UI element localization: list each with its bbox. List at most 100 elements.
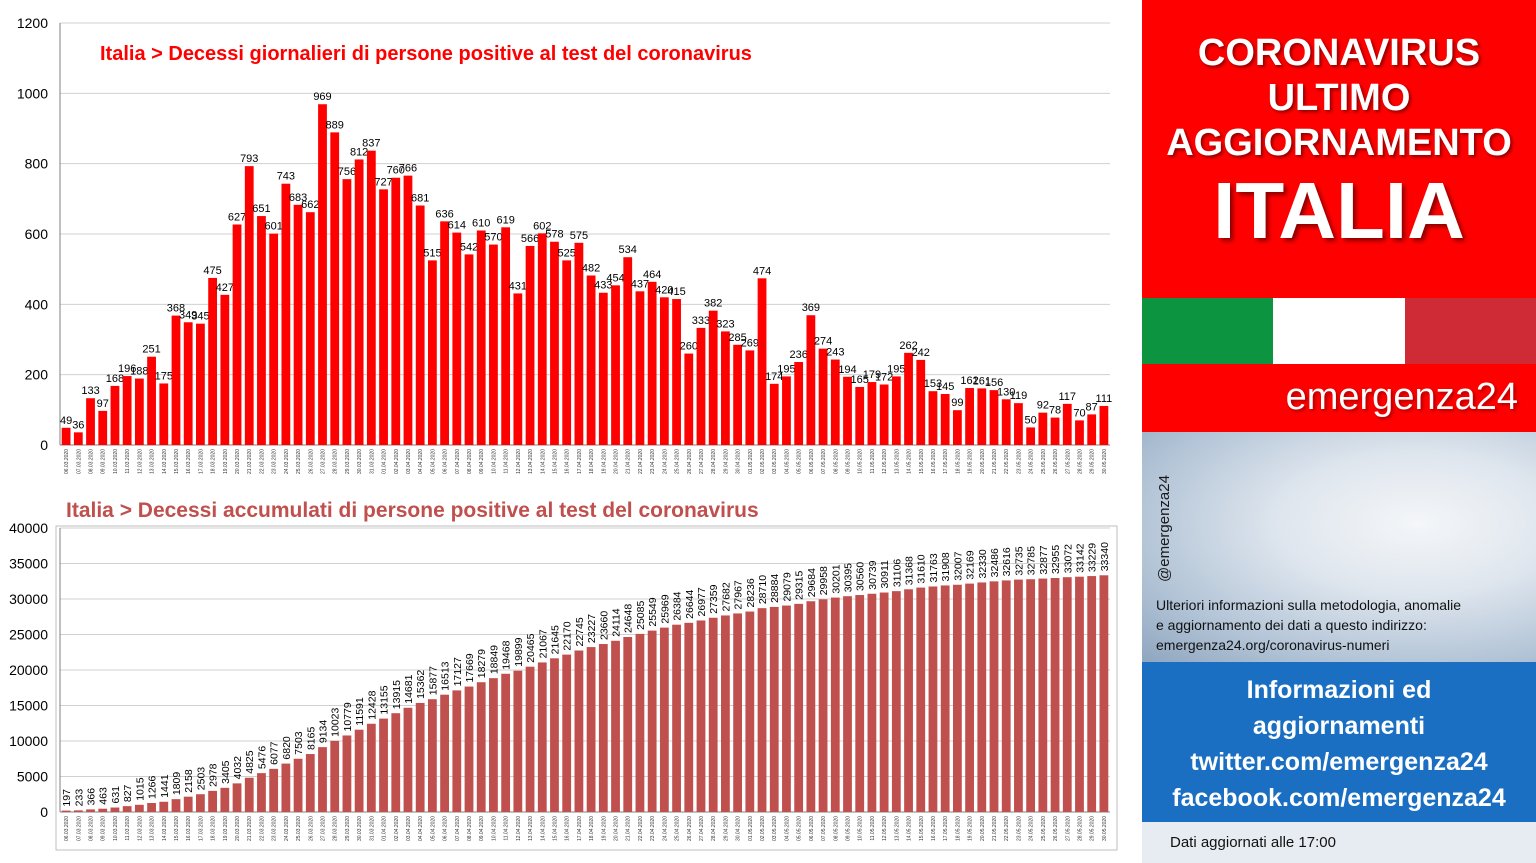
bar [1014, 403, 1023, 445]
bar-value-label: 26977 [696, 587, 708, 616]
bar [1075, 420, 1084, 445]
x-tick-label: 28.03.2020 [333, 816, 339, 841]
bar [122, 806, 132, 812]
bar-value-label: 31106 [891, 559, 903, 588]
bar [110, 385, 120, 445]
y-tick-label: 1200 [17, 15, 48, 31]
bar [257, 773, 266, 812]
info-line-2: e aggiornamento dei dati a questo indiri… [1156, 617, 1427, 633]
x-tick-label: 22.05.2020 [1004, 449, 1010, 474]
bar [525, 245, 535, 445]
twitter-link[interactable]: twitter.com/emergenza24 [1190, 748, 1488, 776]
bar [1026, 579, 1036, 812]
bar [806, 601, 816, 812]
update-footer: Dati aggiornati alle 17:00 [1142, 822, 1536, 863]
x-tick-label: 23.03.2020 [272, 449, 278, 474]
bar-value-label: 174 [765, 371, 783, 383]
x-tick-label: 09.05.2020 [846, 449, 852, 474]
x-tick-label: 15.03.2020 [174, 449, 180, 474]
bar-value-label: 24648 [623, 604, 635, 633]
bar [745, 611, 755, 812]
bar-value-label: 22170 [562, 621, 574, 650]
x-tick-label: 31.03.2020 [369, 449, 375, 474]
x-tick-label: 26.04.2020 [687, 449, 693, 474]
info-link[interactable]: emergenza24.org/coronavirus-numeri [1156, 637, 1390, 653]
bar-value-label: 243 [826, 347, 844, 359]
bar [1026, 427, 1036, 445]
bar [73, 810, 83, 812]
bar [61, 427, 71, 445]
bar [965, 583, 974, 812]
bar [855, 595, 865, 812]
x-tick-label: 21.04.2020 [626, 449, 632, 474]
bar [1038, 412, 1048, 445]
bar [904, 352, 913, 445]
x-tick-label: 07.03.2020 [76, 449, 82, 474]
y-tick-label: 35000 [9, 556, 48, 572]
bar-value-label: 111 [1096, 393, 1113, 405]
x-tick-label: 29.04.2020 [723, 449, 729, 474]
x-tick-label: 24.05.2020 [1029, 816, 1035, 841]
bar [1099, 405, 1109, 445]
bar [635, 291, 645, 445]
bar [635, 633, 645, 812]
bar [916, 587, 926, 812]
bar-value-label: 602 [533, 220, 551, 232]
x-tick-label: 30.04.2020 [736, 449, 742, 474]
x-tick-label: 20.04.2020 [614, 816, 620, 841]
bar [403, 707, 413, 812]
bar-value-label: 195 [777, 363, 795, 375]
bar-value-label: 172 [875, 372, 893, 384]
bar-value-label: 323 [716, 318, 734, 330]
bar-value-label: 30560 [855, 562, 867, 591]
bar [672, 624, 681, 812]
bar [562, 260, 572, 445]
x-tick-label: 27.03.2020 [321, 449, 327, 474]
bar [977, 388, 987, 445]
bar-value-label: 32877 [1038, 545, 1050, 574]
bar [183, 322, 193, 445]
bar [928, 391, 938, 445]
bar [318, 747, 327, 812]
bar-value-label: 269 [741, 337, 759, 349]
bar [1099, 575, 1109, 812]
x-tick-label: 02.05.2020 [760, 816, 766, 841]
bar-value-label: 1015 [134, 777, 146, 801]
bar [1062, 403, 1072, 445]
x-tick-label: 09.03.2020 [101, 449, 107, 474]
x-tick-label: 25.03.2020 [296, 816, 302, 841]
bar-value-label: 681 [411, 193, 429, 205]
bar [879, 592, 889, 812]
facebook-link[interactable]: facebook.com/emergenza24 [1172, 784, 1506, 812]
x-tick-label: 14.05.2020 [907, 449, 913, 474]
bar-value-label: 236 [789, 349, 807, 361]
bar-value-label: 262 [899, 340, 917, 352]
x-tick-label: 03.05.2020 [772, 449, 778, 474]
x-tick-label: 27.05.2020 [1065, 449, 1071, 474]
bar-value-label: 10779 [342, 702, 354, 731]
bar-value-label: 19468 [501, 640, 513, 669]
bar-value-label: 99 [951, 397, 963, 409]
bar-value-label: 627 [228, 212, 246, 224]
update-time: Dati aggiornati alle 17:00 [1170, 834, 1336, 851]
x-tick-label: 25.04.2020 [675, 449, 681, 474]
bar [147, 803, 156, 812]
bar-value-label: 29684 [806, 568, 818, 597]
x-tick-label: 16.03.2020 [186, 816, 192, 841]
y-tick-label: 10000 [9, 733, 48, 749]
bar [733, 613, 743, 812]
x-tick-label: 07.04.2020 [455, 816, 461, 841]
x-tick-label: 24.03.2020 [284, 449, 290, 474]
x-tick-label: 02.04.2020 [394, 449, 400, 474]
bar [293, 758, 303, 812]
x-tick-label: 19.04.2020 [601, 449, 607, 474]
x-tick-label: 05.04.2020 [430, 449, 436, 474]
bar [147, 356, 156, 445]
bar-value-label: 145 [936, 381, 954, 393]
x-tick-label: 22.03.2020 [259, 449, 265, 474]
bar-value-label: 17127 [452, 657, 464, 686]
brand-box: emergenza24 [1142, 364, 1536, 432]
x-tick-label: 22.03.2020 [259, 816, 265, 841]
bar-value-label: 49 [60, 415, 72, 427]
x-tick-label: 17.03.2020 [198, 816, 204, 841]
